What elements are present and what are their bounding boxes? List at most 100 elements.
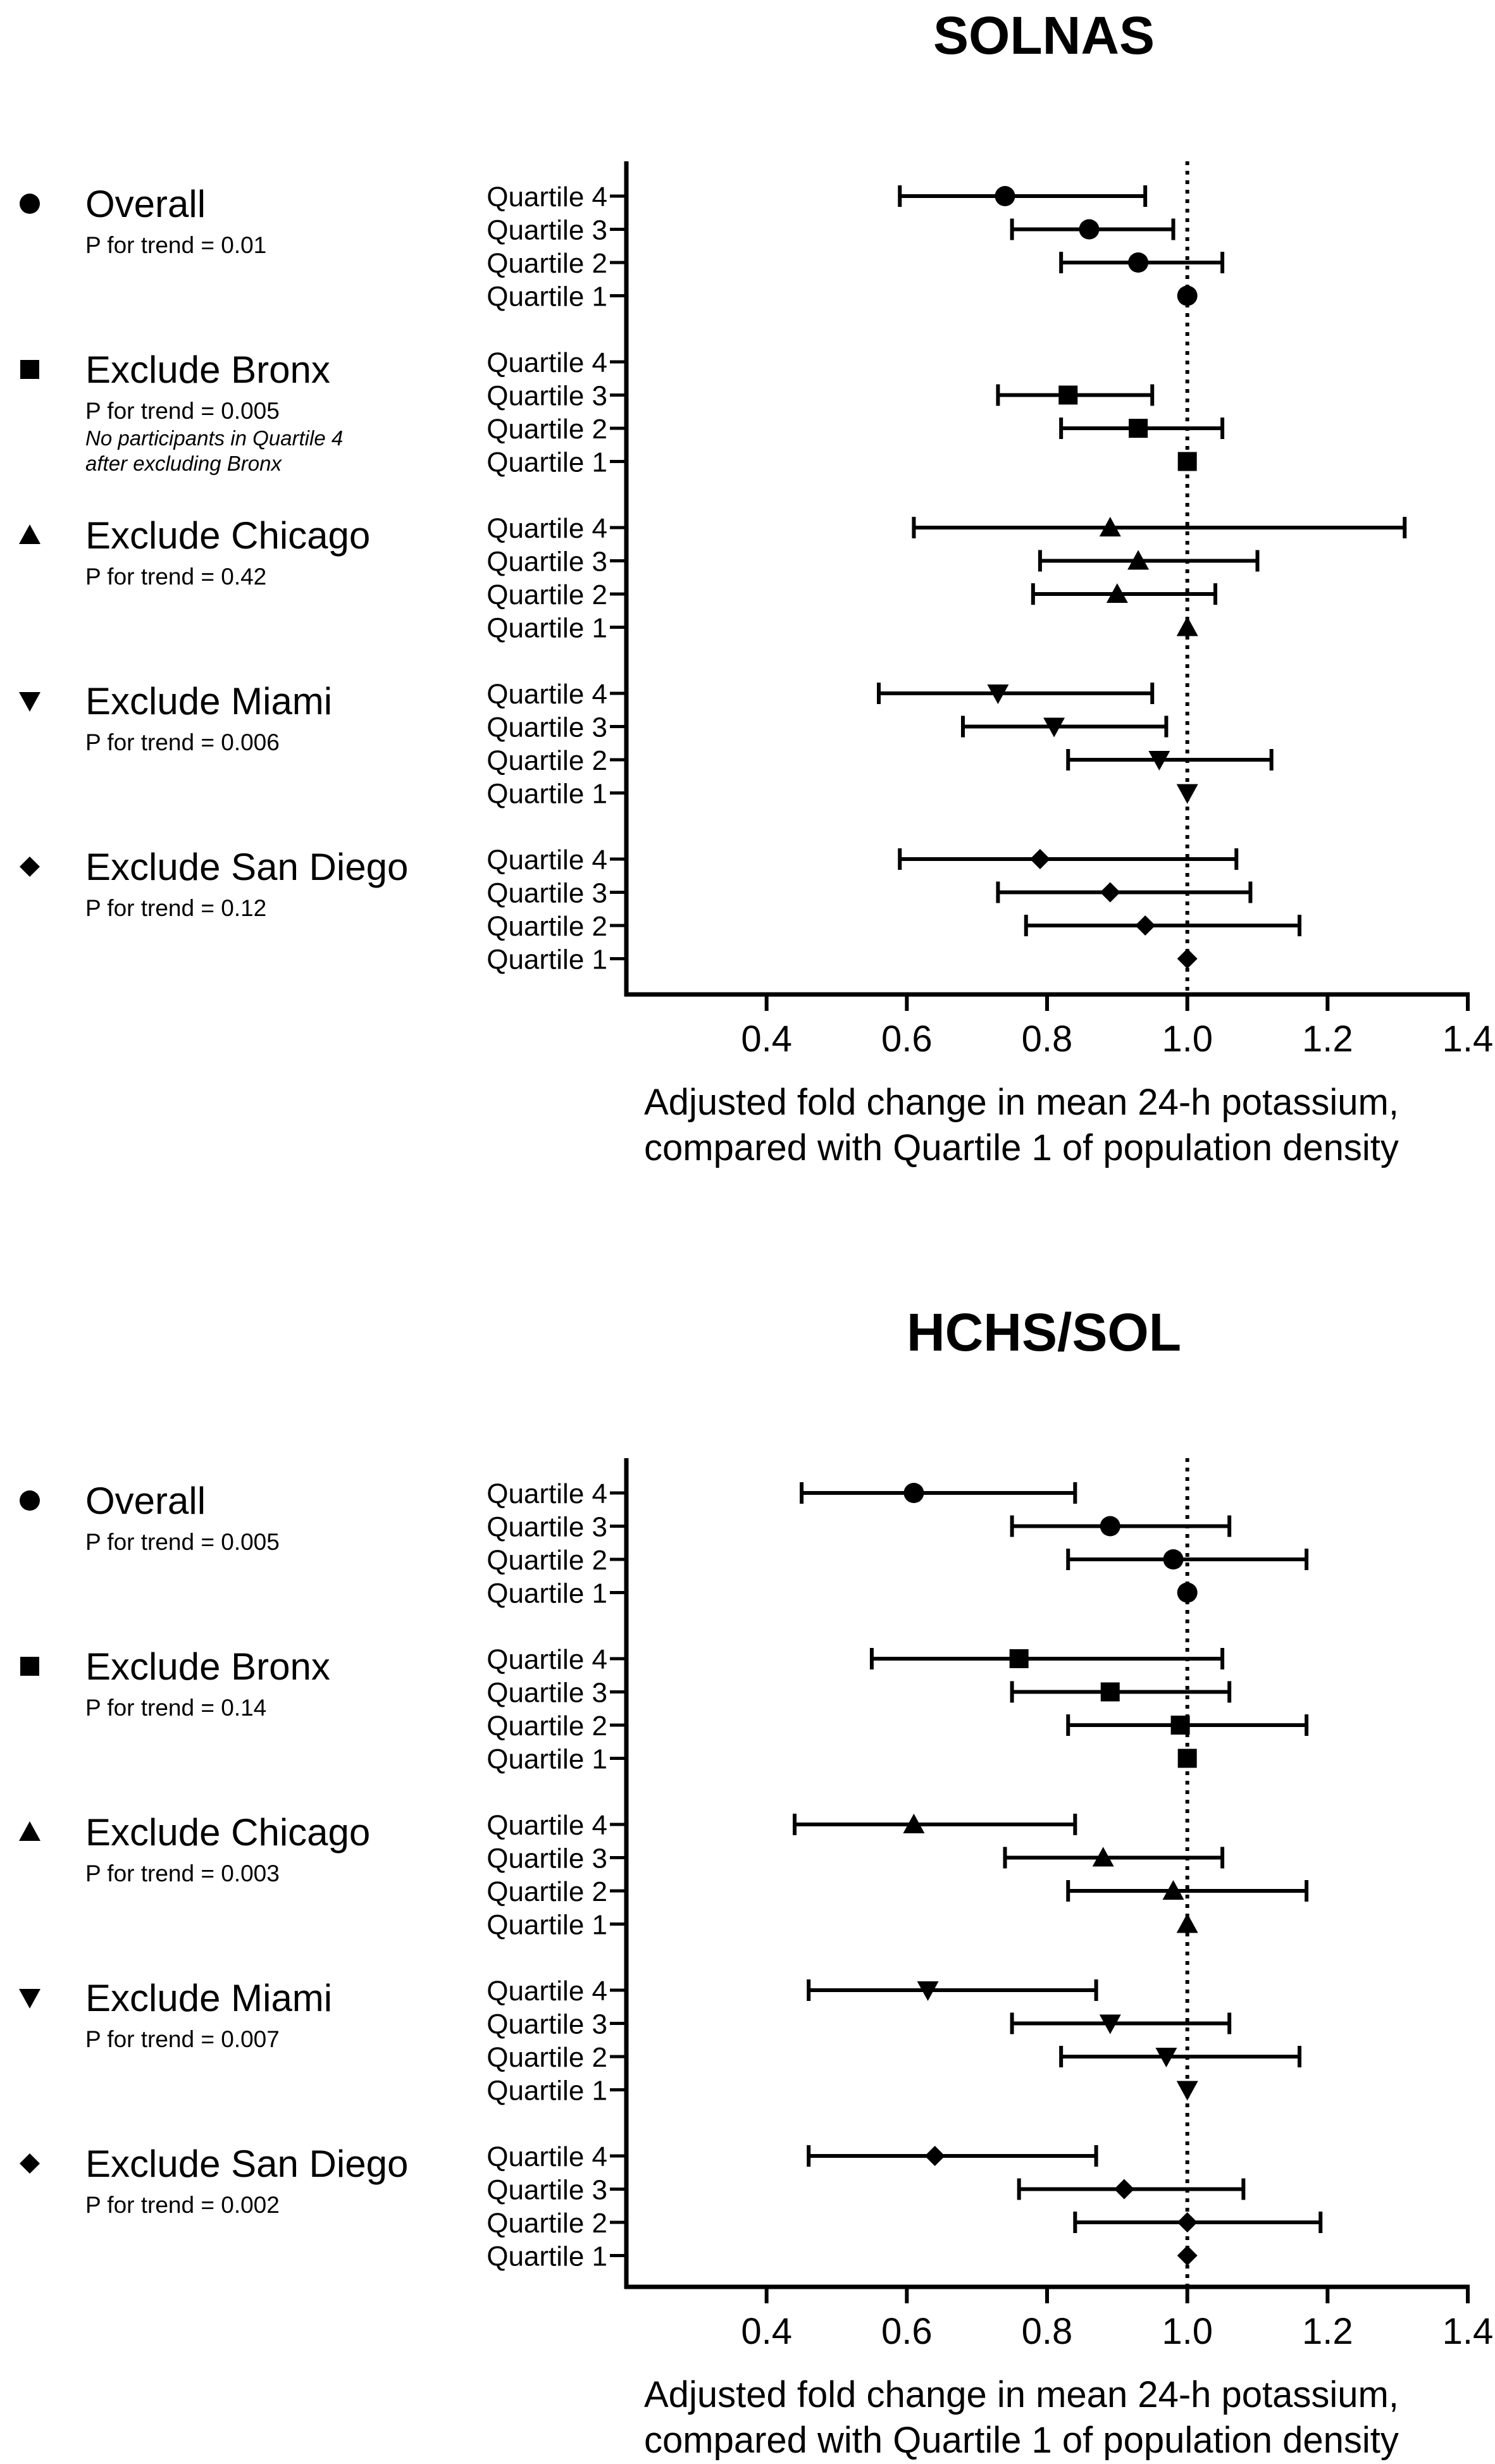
quartile-label: Quartile 4: [487, 1478, 607, 1509]
p-for-trend: P for trend = 0.12: [85, 895, 266, 921]
p-for-trend: P for trend = 0.01: [85, 232, 266, 258]
group-exclude-san-diego: Exclude San Diego P for trend = 0.002 Quar…: [20, 2141, 1323, 2272]
quartile-label: Quartile 1: [487, 779, 607, 810]
x-tick-label: 0.8: [1022, 1018, 1073, 1060]
p-for-trend: P for trend = 0.006: [85, 729, 280, 755]
x-axis-label: Adjusted fold change in mean 24-h potass…: [644, 2374, 1399, 2415]
diamond-marker-icon: [20, 857, 40, 877]
legend-label: Exclude Chicago: [85, 1811, 370, 1854]
x-tick-label: 0.4: [741, 1018, 792, 1060]
quartile-label: Quartile 2: [487, 1876, 607, 1907]
x-tick-label: 0.8: [1022, 2311, 1073, 2352]
p-for-trend: P for trend = 0.002: [85, 2192, 280, 2218]
x-axis-label: Adjusted fold change in mean 24-h potass…: [644, 1082, 1399, 1123]
quartile-label: Quartile 2: [487, 414, 607, 445]
legend-note: after excluding Bronx: [85, 452, 283, 475]
diamond-marker-icon: [20, 2153, 40, 2174]
group-exclude-chicago: Exclude Chicago P for trend = 0.42 Quartil…: [19, 513, 1407, 644]
point-estimate: [987, 684, 1009, 704]
quartile-label: Quartile 1: [487, 613, 607, 644]
p-for-trend: P for trend = 0.003: [85, 1860, 280, 1886]
square-marker-icon: [20, 360, 39, 379]
group-exclude-miami: Exclude Miami P for trend = 0.007 Quartile…: [19, 1976, 1301, 2107]
quartile-label: Quartile 1: [487, 2241, 607, 2272]
quartile-label: Quartile 2: [487, 1711, 607, 1742]
quartile-label: Quartile 3: [487, 1678, 607, 1709]
x-axis-label: compared with Quartile 1 of population d…: [644, 2420, 1399, 2461]
point-estimate: [1099, 517, 1121, 536]
inverted-triangle-marker-icon: [19, 692, 40, 712]
point-estimate: [1170, 1716, 1190, 1735]
point-estimate: [1127, 550, 1150, 570]
point-estimate: [1177, 2245, 1198, 2266]
quartile-label: Quartile 3: [487, 215, 607, 246]
group-exclude-san-diego: Exclude San Diego P for trend = 0.12 Quart…: [20, 845, 1301, 975]
quartile-label: Quartile 2: [487, 248, 607, 279]
legend-label: Exclude Miami: [85, 1977, 332, 2019]
quartile-label: Quartile 1: [487, 1744, 607, 1775]
quartile-label: Quartile 3: [487, 878, 607, 909]
quartile-label: Quartile 4: [487, 1976, 607, 2007]
inverted-triangle-marker-icon: [19, 1989, 40, 2009]
quartile-label: Quartile 2: [487, 911, 607, 942]
point-estimate: [1113, 2179, 1134, 2200]
point-estimate: [1092, 1847, 1114, 1867]
quartile-label: Quartile 1: [487, 447, 607, 478]
quartile-label: Quartile 3: [487, 1512, 607, 1543]
x-tick-label: 0.6: [881, 2311, 933, 2352]
x-tick-label: 1.2: [1302, 1018, 1353, 1060]
quartile-label: Quartile 1: [487, 1910, 607, 1941]
point-estimate: [1029, 849, 1050, 869]
x-axis-label: compared with Quartile 1 of population d…: [644, 1127, 1399, 1168]
quartile-label: Quartile 1: [487, 944, 607, 975]
point-estimate: [1177, 2212, 1198, 2232]
legend-label: Exclude Bronx: [85, 349, 330, 391]
chart-title: SOLNAS: [933, 6, 1155, 65]
quartile-label: Quartile 4: [487, 1810, 607, 1841]
legend-label: Exclude Miami: [85, 680, 332, 722]
point-estimate: [1058, 385, 1078, 405]
quartile-label: Quartile 4: [487, 182, 607, 213]
x-tick-label: 1.2: [1302, 2311, 1353, 2352]
point-estimate: [1163, 1549, 1184, 1569]
quartile-label: Quartile 4: [487, 1644, 607, 1675]
quartile-label: Quartile 4: [487, 2141, 607, 2172]
quartile-label: Quartile 3: [487, 381, 607, 412]
quartile-label: Quartile 4: [487, 845, 607, 876]
quartile-label: Quartile 3: [487, 1843, 607, 1874]
point-estimate: [1176, 2081, 1198, 2101]
point-estimate: [1177, 285, 1198, 306]
point-estimate: [1177, 1582, 1198, 1603]
group-exclude-miami: Exclude Miami P for trend = 0.006 Quartile…: [19, 679, 1274, 810]
point-estimate: [903, 1814, 925, 1833]
circle-marker-icon: [20, 194, 40, 214]
point-estimate: [1128, 252, 1149, 273]
point-estimate: [1176, 616, 1198, 636]
forest-panel-hchs-sol: HCHS/SOL 0.4 0.6 0.8 1.0 1.2 1.4 Adjusted fold …: [19, 1303, 1493, 2461]
quartile-label: Quartile 4: [487, 513, 607, 544]
point-estimate: [1100, 882, 1120, 903]
legend-label: Overall: [85, 1480, 206, 1522]
point-estimate: [1177, 948, 1198, 969]
x-tick-label: 0.4: [741, 2311, 792, 2352]
point-estimate: [995, 186, 1015, 206]
x-tick-label: 0.6: [881, 1018, 933, 1060]
x-tick-label: 1.0: [1162, 2311, 1213, 2352]
circle-marker-icon: [20, 1490, 40, 1511]
point-estimate: [1176, 1913, 1198, 1933]
x-tick-label: 1.4: [1442, 2311, 1494, 2352]
triangle-marker-icon: [19, 1821, 40, 1841]
quartile-label: Quartile 3: [487, 547, 607, 578]
p-for-trend: P for trend = 0.005: [85, 398, 280, 424]
point-estimate: [1135, 915, 1156, 936]
quartile-label: Quartile 1: [487, 1578, 607, 1609]
quartile-label: Quartile 2: [487, 745, 607, 776]
point-estimate: [917, 1981, 939, 2001]
point-estimate: [1043, 717, 1065, 738]
point-estimate: [1100, 1516, 1120, 1537]
x-tick-label: 1.0: [1162, 1018, 1213, 1060]
